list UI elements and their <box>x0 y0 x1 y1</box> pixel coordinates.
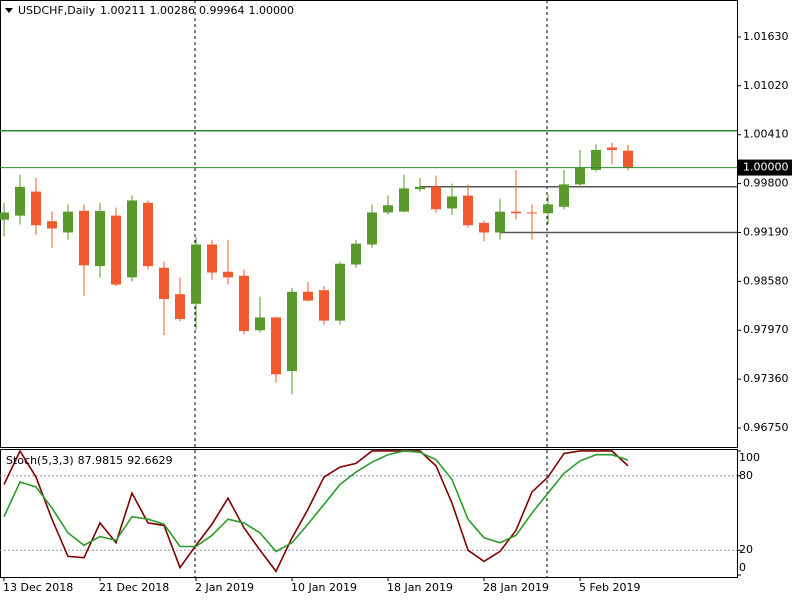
candle-body <box>239 275 249 332</box>
x-tick-label: 18 Jan 2019 <box>387 581 453 594</box>
candle-body <box>559 184 569 207</box>
candle-body <box>79 210 89 266</box>
x-tick-label: 28 Jan 2019 <box>483 581 549 594</box>
x-tick-label: 2 Jan 2019 <box>195 581 254 594</box>
candle-body <box>63 211 73 233</box>
candle-body <box>463 195 473 226</box>
y-tick-label: 0.98580 <box>743 274 789 287</box>
candle-body <box>31 191 41 226</box>
menu-arrow <box>5 8 13 13</box>
candle-body <box>415 186 425 190</box>
candle-body <box>543 204 553 214</box>
candle-body <box>367 212 377 245</box>
candle-body <box>223 271 233 278</box>
x-tick-label: 21 Dec 2018 <box>99 581 169 594</box>
y-tick-label: 0.99800 <box>743 177 789 190</box>
candle-body <box>175 294 185 320</box>
y-tick-label: 1.00410 <box>743 128 789 141</box>
candle-body <box>319 290 329 321</box>
candle-body <box>527 212 537 214</box>
y-tick-label: 0 <box>739 561 746 574</box>
stoch-line <box>3 449 629 573</box>
indicator-title: Stoch(5,3,3) <box>6 454 74 467</box>
stoch-line <box>3 450 629 553</box>
candle-body <box>271 317 281 375</box>
y-tick-label: 0.96750 <box>743 421 789 434</box>
price-label: 1.00000 <box>743 161 789 174</box>
candle-body <box>591 149 601 170</box>
candle-body <box>399 188 409 212</box>
price-label-box <box>738 159 792 176</box>
candle-body <box>143 202 153 267</box>
x-tick-label: 10 Jan 2019 <box>291 581 357 594</box>
candle-body <box>47 221 57 229</box>
chart-title: USDCHF,Daily <box>18 4 96 17</box>
y-tick-label: 0.99190 <box>743 225 789 238</box>
indicator-readout: 92.6629 <box>127 454 173 467</box>
y-tick-label: 80 <box>739 469 753 482</box>
candle-body <box>495 211 505 233</box>
candle-body <box>335 263 345 321</box>
main-panel <box>0 0 738 448</box>
y-tick-label: 1.01020 <box>743 79 789 92</box>
candle-body <box>95 210 105 267</box>
candle-body <box>303 291 313 301</box>
ohlc-readout: 1.00000 <box>249 4 295 17</box>
candle-body <box>351 243 361 265</box>
candle-body <box>623 150 633 168</box>
candle-body <box>383 205 393 213</box>
candle-body <box>575 167 585 185</box>
candle-body <box>607 147 617 150</box>
candle-body <box>207 244 217 273</box>
ohlc-readout: 1.00211 <box>100 4 146 17</box>
candle-body <box>431 186 441 210</box>
y-tick-label: 20 <box>739 543 753 556</box>
ohlc-readout: 1.00286 <box>150 4 196 17</box>
ohlc-readout: 0.99964 <box>199 4 245 17</box>
candle-body <box>111 215 121 285</box>
candle-body <box>191 244 201 304</box>
indicator-readout: 87.9815 <box>78 454 124 467</box>
candle-body <box>511 211 521 214</box>
candle-body <box>447 196 457 209</box>
candle-body <box>255 317 265 331</box>
candle-body <box>159 267 169 299</box>
y-tick-label: 0.97360 <box>743 372 789 385</box>
y-tick-label: 0.97970 <box>743 323 789 336</box>
x-tick-label: 13 Dec 2018 <box>3 581 73 594</box>
y-tick-label: 1.01630 <box>743 30 789 43</box>
stoch-panel <box>0 449 738 578</box>
candle-body <box>479 222 489 233</box>
candle-body <box>0 212 9 220</box>
x-tick-label: 5 Feb 2019 <box>579 581 640 594</box>
y-tick-label: 100 <box>739 451 760 464</box>
candle-body <box>127 200 137 278</box>
candle-body <box>15 186 25 216</box>
candle-body <box>287 291 297 372</box>
